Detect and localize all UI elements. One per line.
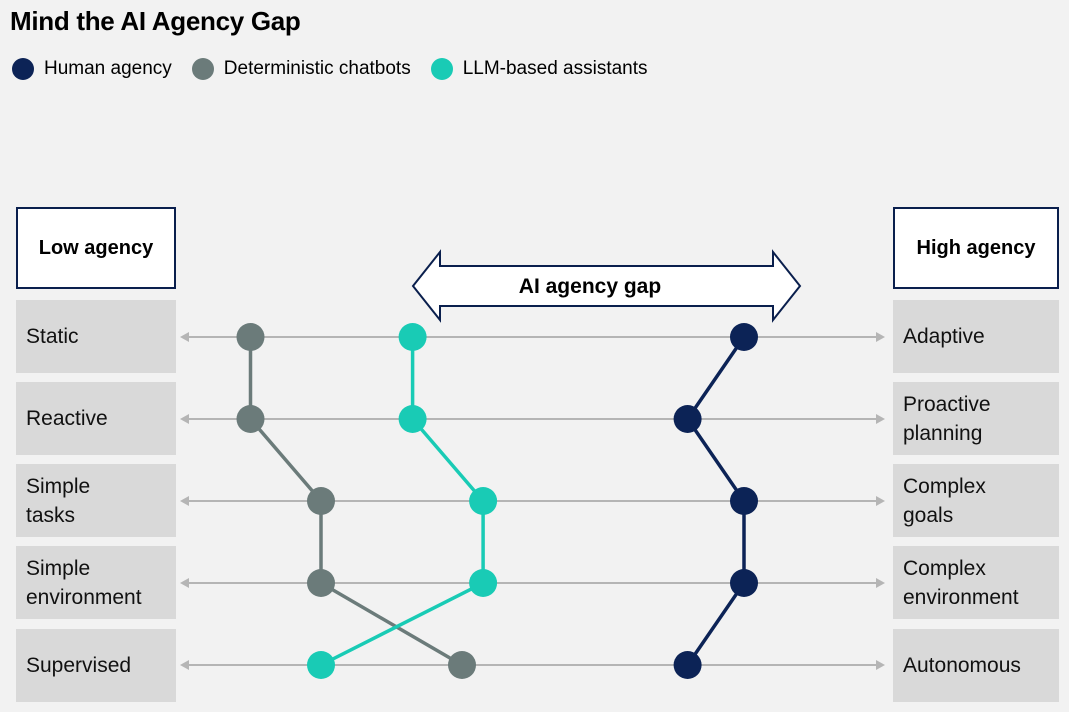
row-right-label: Autonomous [893,629,1059,702]
data-point-llm-based-assistants [398,405,427,433]
axis-arrow-right-icon [876,660,885,670]
data-point-deterministic-chatbots [448,651,476,679]
data-point-human-agency [730,487,758,515]
data-point-deterministic-chatbots [236,405,265,433]
data-point-llm-based-assistants [307,651,335,679]
legend-dot-icon [191,58,214,80]
data-point-human-agency [673,405,702,433]
legend-item-chatbots: Deterministic chatbots [191,58,411,80]
axis-arrow-right-icon [876,414,885,424]
legend-label: LLM-based assistants [462,58,648,79]
row-right-label: Complex goals [893,464,1059,537]
axis-arrow-left-icon [180,660,189,670]
row-right-label: Complex environment [893,546,1059,619]
axis-arrow-left-icon [180,496,189,506]
data-point-deterministic-chatbots [307,569,335,597]
row-left-label: Simple tasks [16,464,176,537]
page-title: Mind the AI Agency Gap [10,6,301,36]
data-point-deterministic-chatbots [236,323,265,351]
row-left-label: Supervised [16,629,176,702]
agency-gap-label: AI agency gap [519,275,661,298]
axis-arrow-right-icon [876,332,885,342]
legend-label: Human agency [44,58,172,79]
data-point-llm-based-assistants [469,487,498,515]
axis-arrow-left-icon [180,578,189,588]
axis-arrow-left-icon [180,414,189,424]
legend-dot-icon [430,58,453,80]
row-left-label: Simple environment [16,546,176,619]
legend-item-human: Human agency [12,58,172,80]
high-agency-header: High agency [893,207,1059,289]
legend: Human agency Deterministic chatbots LLM-… [12,58,668,80]
row-right-label: Adaptive [893,300,1059,373]
data-point-human-agency [730,569,758,597]
low-agency-header: Low agency [16,207,176,289]
legend-dot-icon [12,58,34,80]
agency-gap-arrow [411,249,802,323]
legend-label: Deterministic chatbots [223,58,411,79]
data-point-llm-based-assistants [469,569,498,597]
data-point-human-agency [673,651,702,679]
data-point-deterministic-chatbots [307,487,335,515]
axis-arrow-right-icon [876,496,885,506]
axis-arrow-right-icon [876,578,885,588]
row-left-label: Static [16,300,176,373]
legend-item-llm: LLM-based assistants [430,58,648,80]
row-right-label: Proactive planning [893,382,1059,455]
data-point-human-agency [730,323,758,351]
axis-arrow-left-icon [180,332,189,342]
row-left-label: Reactive [16,382,176,455]
data-point-llm-based-assistants [398,323,427,351]
